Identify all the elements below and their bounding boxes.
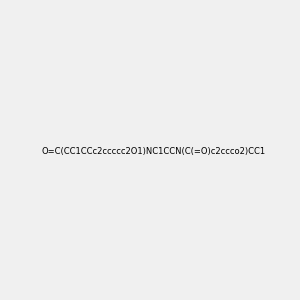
Text: O=C(CC1CCc2ccccc2O1)NC1CCN(C(=O)c2ccco2)CC1: O=C(CC1CCc2ccccc2O1)NC1CCN(C(=O)c2ccco2)…: [42, 147, 266, 156]
